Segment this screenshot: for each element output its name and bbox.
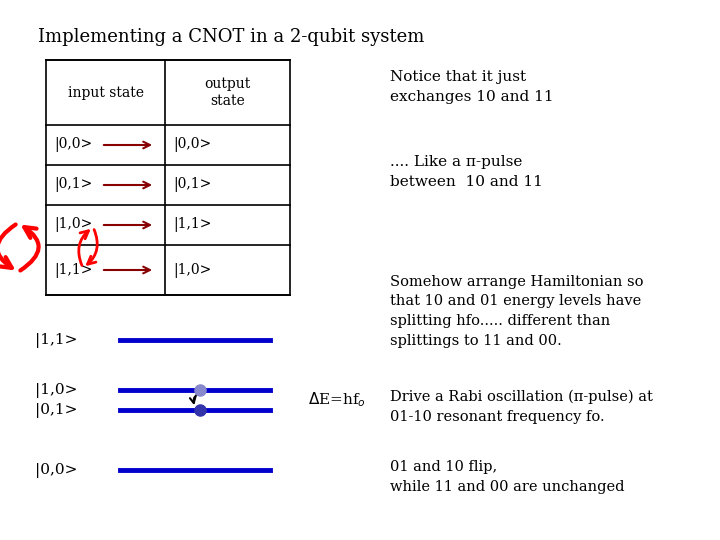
Text: |0,0>: |0,0> [54,138,92,152]
Text: Notice that it just
exchanges 10 and 11: Notice that it just exchanges 10 and 11 [390,70,554,104]
Text: |1,1>: |1,1> [35,333,77,348]
Text: |0,1>: |0,1> [173,178,211,192]
Text: Implementing a CNOT in a 2-qubit system: Implementing a CNOT in a 2-qubit system [38,28,424,46]
Text: |1,0>: |1,0> [173,262,211,278]
Text: |0,0>: |0,0> [35,462,77,477]
Text: Drive a Rabi oscillation (π-pulse) at
01-10 resonant frequency fo.: Drive a Rabi oscillation (π-pulse) at 01… [390,390,653,424]
Text: input state: input state [68,85,143,99]
Text: |1,0>: |1,0> [54,218,92,233]
Text: 01 and 10 flip,
while 11 and 00 are unchanged: 01 and 10 flip, while 11 and 00 are unch… [390,460,624,494]
Text: |1,1>: |1,1> [173,218,212,233]
Text: |1,1>: |1,1> [54,262,92,278]
Text: .... Like a π-pulse
between  10 and 11: .... Like a π-pulse between 10 and 11 [390,155,543,188]
Text: |0,1>: |0,1> [35,402,77,417]
Text: |0,1>: |0,1> [54,178,92,192]
Text: |1,0>: |1,0> [35,382,77,397]
Text: |0,0>: |0,0> [173,138,211,152]
Text: $\Delta$E=hf$_o$: $\Delta$E=hf$_o$ [308,390,366,409]
Text: output
state: output state [204,77,251,108]
Text: Somehow arrange Hamiltonian so
that 10 and 01 energy levels have
splitting hfo..: Somehow arrange Hamiltonian so that 10 a… [390,275,644,348]
